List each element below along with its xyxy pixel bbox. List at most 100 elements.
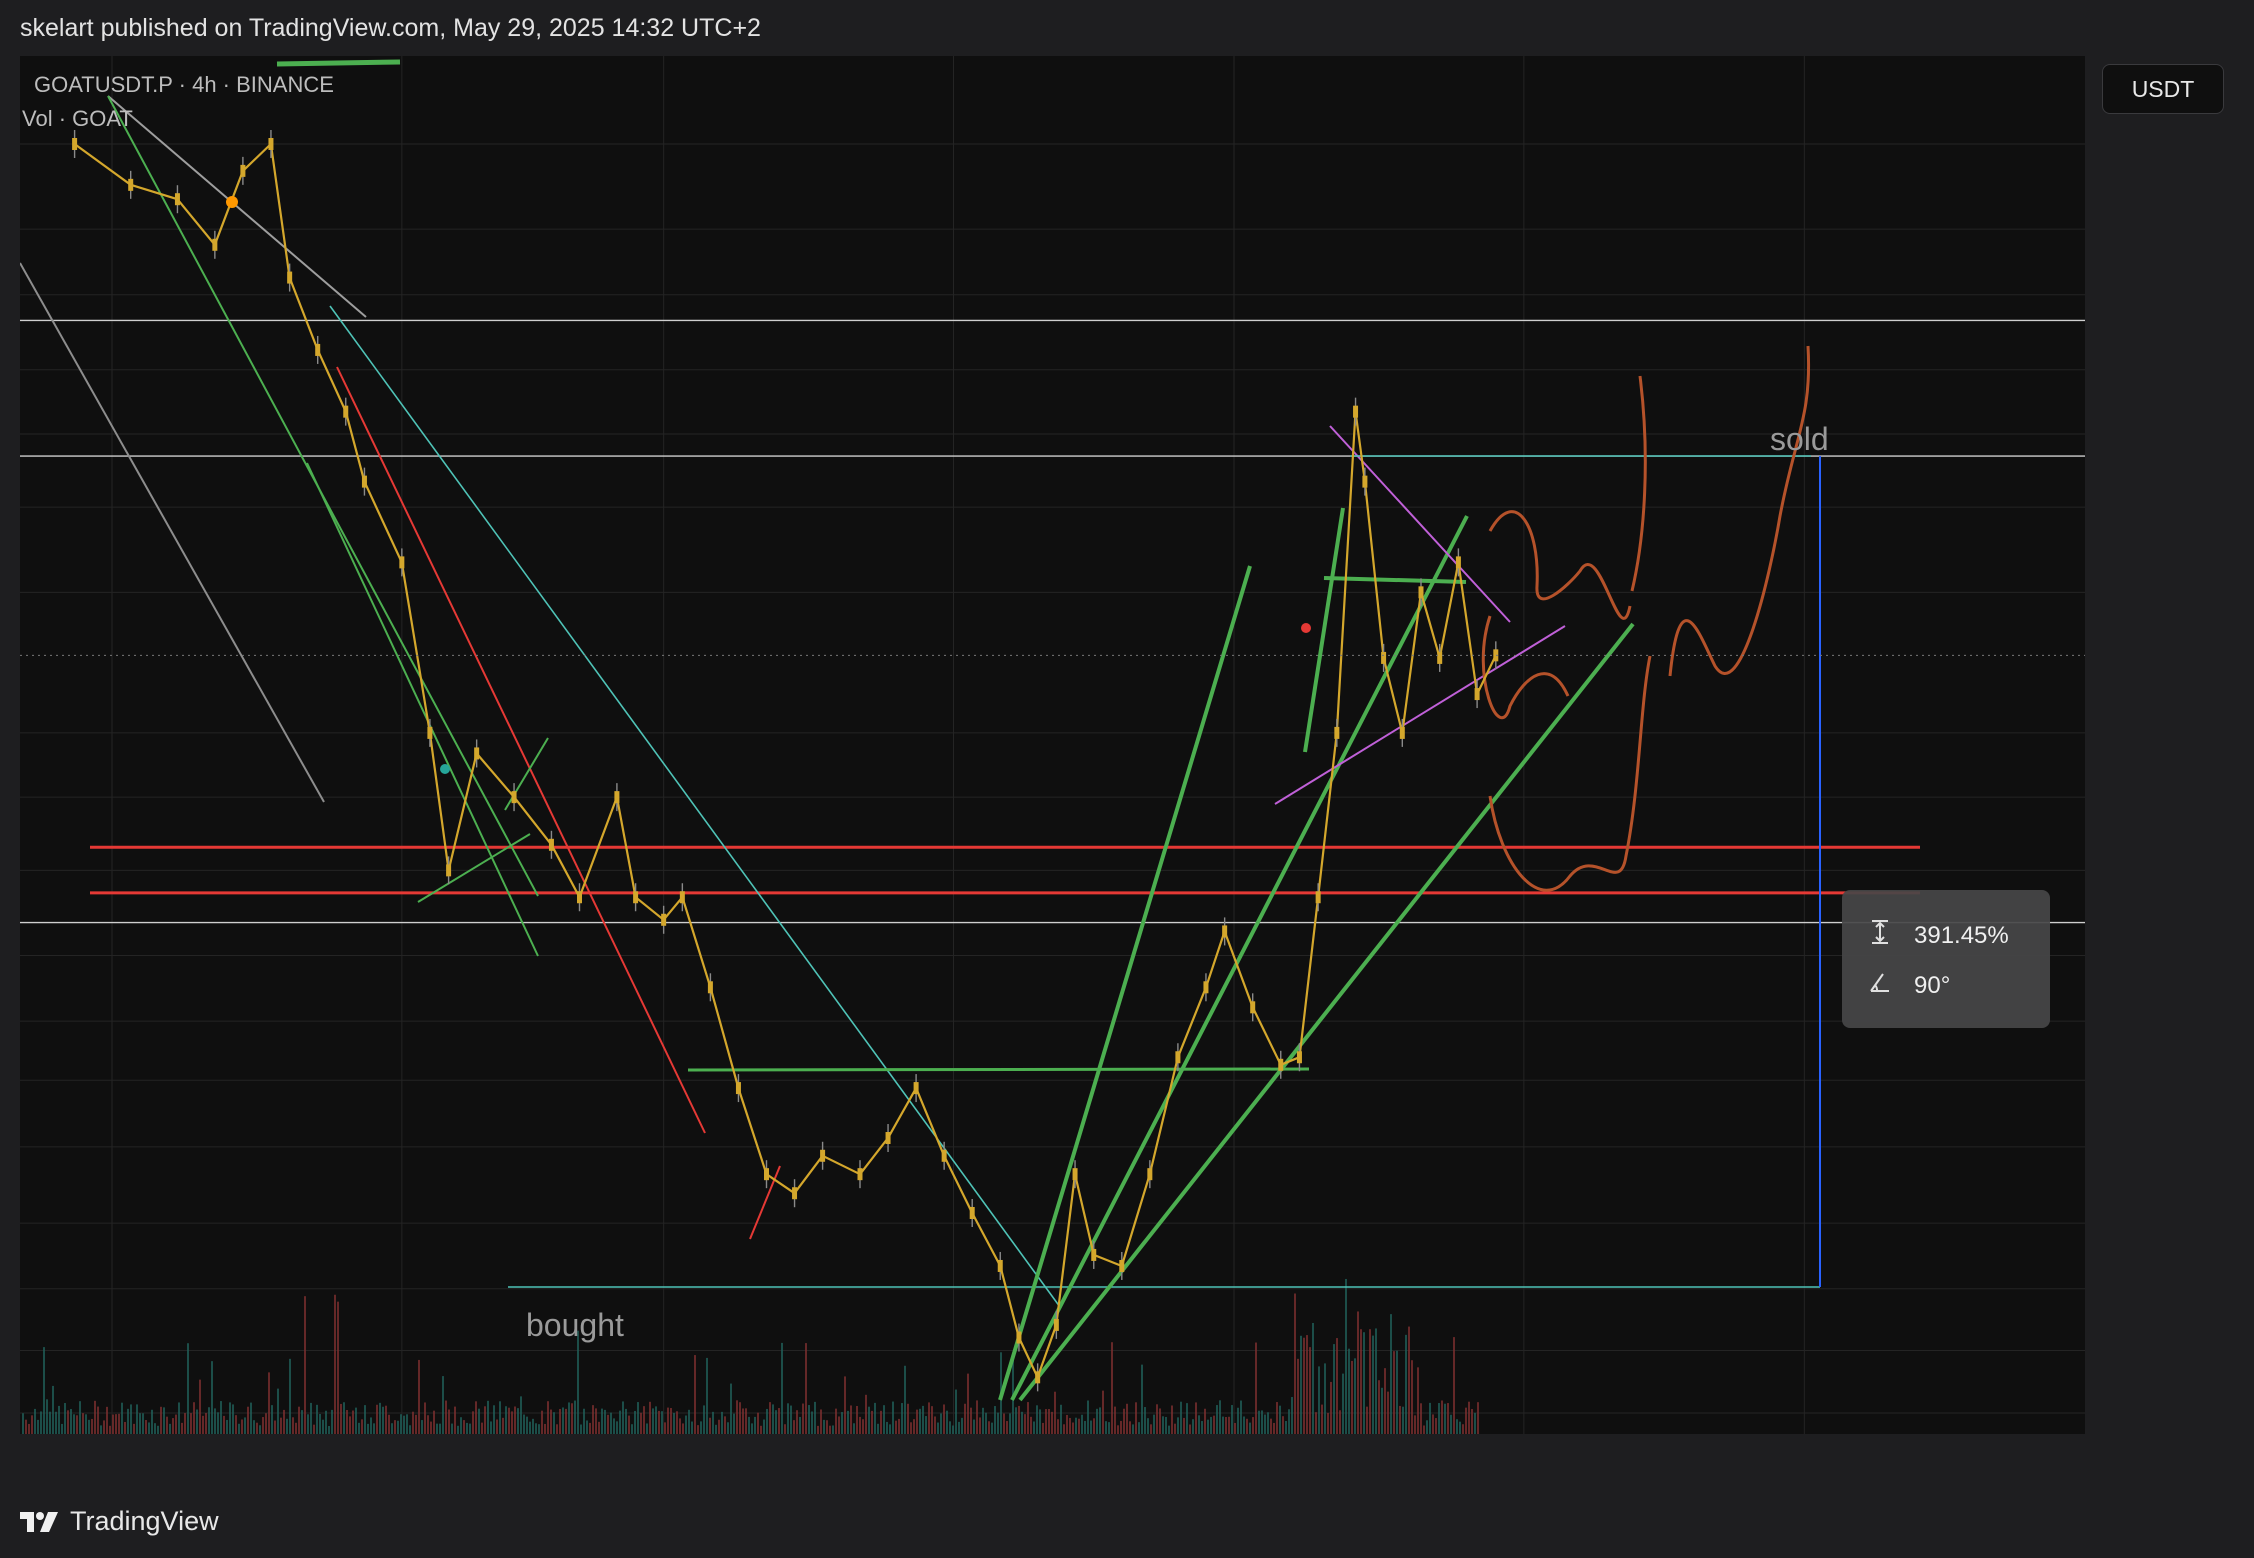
volume-bar: [1417, 1367, 1419, 1434]
volume-bar: [1381, 1387, 1383, 1434]
volume-bar: [1300, 1335, 1302, 1434]
volume-bar: [784, 1424, 786, 1434]
candle: [885, 1132, 891, 1145]
symbol-legend[interactable]: GOATUSDT.P · 4h · BINANCE: [34, 72, 334, 97]
volume-bar: [1174, 1423, 1176, 1434]
candle: [128, 178, 134, 191]
volume-bar: [523, 1414, 525, 1434]
volume-bar: [865, 1394, 867, 1434]
volume-bar: [388, 1414, 390, 1434]
volume-bar: [1264, 1414, 1266, 1434]
volume-bar: [796, 1410, 798, 1434]
chart-area[interactable]: 0.400000.340000.300000.260000.230000.200…: [20, 56, 2085, 1434]
volume-bar: [196, 1409, 198, 1434]
volume-bar: [877, 1423, 879, 1434]
volume-bar: [184, 1413, 186, 1434]
volume-bar: [1153, 1414, 1155, 1434]
volume-bar: [1129, 1421, 1131, 1434]
volume-bar: [214, 1408, 216, 1434]
volume-bar: [1462, 1424, 1464, 1434]
volume-bar: [1399, 1405, 1401, 1434]
tradingview-brand[interactable]: TradingView: [20, 1506, 219, 1537]
tradingview-logo-icon: [20, 1511, 58, 1532]
volume-bar: [973, 1419, 975, 1434]
volume-bar: [217, 1412, 219, 1434]
candle: [1203, 981, 1209, 994]
volume-bar: [133, 1423, 135, 1434]
volume-bar: [928, 1402, 930, 1434]
volume-bar: [265, 1413, 267, 1434]
volume-bar: [817, 1425, 819, 1434]
candle: [735, 1082, 741, 1095]
candle: [287, 271, 293, 284]
volume-bar: [763, 1419, 765, 1434]
volume-bar: [205, 1412, 207, 1434]
volume-bar: [1252, 1417, 1254, 1434]
volume-bar: [547, 1401, 549, 1434]
volume-bar: [25, 1419, 27, 1434]
volume-bar: [103, 1420, 105, 1434]
volume-bar: [439, 1423, 441, 1434]
volume-bar: [163, 1407, 165, 1434]
volume-bar: [772, 1404, 774, 1434]
volume-bar: [745, 1408, 747, 1434]
volume-bar: [769, 1402, 771, 1434]
volume-legend[interactable]: Vol · GOAT: [22, 106, 133, 131]
volume-bar: [493, 1405, 495, 1434]
volume-bar: [1024, 1414, 1026, 1434]
currency-button[interactable]: USDT: [2102, 64, 2224, 114]
volume-bar: [775, 1410, 777, 1434]
volume-bar: [172, 1418, 174, 1434]
volume-bar: [298, 1406, 300, 1434]
volume-bar: [211, 1361, 213, 1434]
volume-bar: [301, 1410, 303, 1434]
volume-bar: [478, 1408, 480, 1434]
volume-bar: [1195, 1402, 1197, 1434]
volume-bar: [862, 1419, 864, 1434]
volume-bar: [1069, 1417, 1071, 1434]
candle: [1250, 1001, 1256, 1014]
volume-bar: [895, 1420, 897, 1434]
volume-bar: [139, 1413, 141, 1434]
volume-bar: [835, 1408, 837, 1434]
volume-bar: [565, 1408, 567, 1434]
volume-bar: [1345, 1278, 1347, 1434]
volume-bar: [385, 1405, 387, 1434]
volume-bar: [1144, 1407, 1146, 1434]
volume-bar: [1033, 1421, 1035, 1434]
volume-bar: [1102, 1390, 1104, 1434]
volume-bar: [1291, 1397, 1293, 1434]
volume-bar: [1318, 1366, 1320, 1434]
candle: [474, 747, 480, 760]
volume-bar: [913, 1419, 915, 1434]
volume-bar: [121, 1402, 123, 1434]
volume-bar: [316, 1404, 318, 1434]
volume-bar: [529, 1421, 531, 1434]
volume-bar: [1099, 1407, 1101, 1434]
volume-bar: [526, 1416, 528, 1434]
volume-bar: [985, 1412, 987, 1434]
volume-bar: [487, 1400, 489, 1434]
volume-bar: [1171, 1405, 1173, 1434]
volume-bar: [1282, 1416, 1284, 1434]
price-series-line: [73, 142, 1497, 1379]
measure-percent: 391.45%: [1914, 921, 2009, 949]
volume-bar: [631, 1424, 633, 1434]
volume-bar: [1198, 1415, 1200, 1434]
price-chart[interactable]: 0.400000.340000.300000.260000.230000.200…: [20, 56, 2085, 1434]
volume-bar: [94, 1400, 96, 1434]
volume-bar: [601, 1408, 603, 1434]
volume-bar: [1150, 1424, 1152, 1434]
volume-bar: [988, 1421, 990, 1434]
volume-bar: [112, 1414, 114, 1434]
candle: [1493, 649, 1499, 662]
volume-bar: [187, 1343, 189, 1434]
volume-bar: [394, 1420, 396, 1434]
volume-bar: [709, 1417, 711, 1434]
volume-bar: [466, 1422, 468, 1434]
volume-bar: [574, 1400, 576, 1434]
volume-bar: [157, 1425, 159, 1434]
volume-bar: [1348, 1348, 1350, 1434]
volume-bar: [787, 1403, 789, 1434]
volume-bar: [175, 1414, 177, 1434]
